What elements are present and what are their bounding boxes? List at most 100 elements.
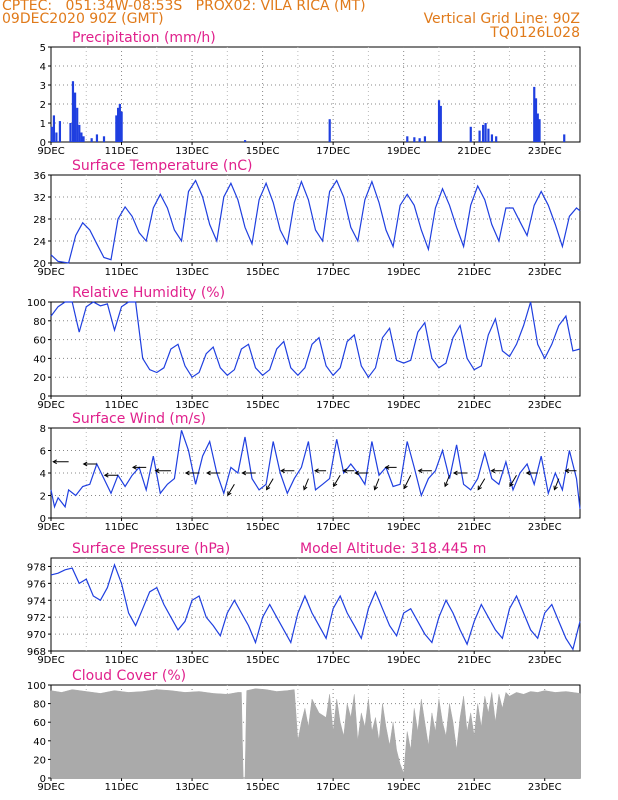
x-tick-label: 15DEC <box>246 522 280 533</box>
y-tick-label: 20 <box>33 373 46 384</box>
x-tick-label: 21DEC <box>457 655 491 666</box>
x-tick-label: 21DEC <box>457 267 491 278</box>
x-tick-label: 21DEC <box>457 146 491 157</box>
precip-bar <box>423 136 427 142</box>
x-tick-label: 23DEC <box>528 146 562 157</box>
x-tick-label: 13DEC <box>175 267 209 278</box>
y-tick-label: 4 <box>40 469 46 480</box>
x-tick-label: 19DEC <box>387 146 421 157</box>
y-tick-label: 60 <box>33 718 46 729</box>
x-tick-label: 19DEC <box>387 782 421 793</box>
panel-title: Cloud Cover (%) <box>72 668 186 684</box>
wind-arrow-head <box>417 468 423 474</box>
series-line <box>50 430 581 510</box>
y-tick-label: 40 <box>33 354 46 365</box>
precip-bar <box>406 136 409 142</box>
precip-bar <box>495 136 498 142</box>
wind-arrow-head <box>444 482 449 488</box>
x-tick-label: 9DEC <box>37 146 64 157</box>
panel-title: Relative Humidity (%) <box>72 285 225 301</box>
x-tick-label: 9DEC <box>37 267 64 278</box>
wind-arrow-head <box>354 470 359 476</box>
wind-arrow-shaft <box>266 478 274 490</box>
wind-arrow-head <box>206 470 211 476</box>
wind-arrow-head <box>490 468 496 474</box>
precip-bar <box>50 126 53 142</box>
x-tick-label: 9DEC <box>37 782 64 793</box>
series-line <box>50 301 581 379</box>
x-tick-label: 19DEC <box>387 522 421 533</box>
precip-bar <box>78 124 81 142</box>
x-tick-label: 13DEC <box>175 146 209 157</box>
y-tick-label: 972 <box>27 613 46 624</box>
x-tick-label: 19DEC <box>387 400 421 411</box>
precip-bar <box>484 123 487 142</box>
y-tick-label: 80 <box>33 700 46 711</box>
precip-bar <box>52 115 56 142</box>
wind-arrow-head <box>184 470 190 476</box>
precip-bar <box>95 134 99 142</box>
x-tick-label: 17DEC <box>316 400 350 411</box>
wind-arrow-head <box>131 465 137 470</box>
x-tick-label: 11DEC <box>105 400 139 411</box>
x-tick-label: 23DEC <box>528 400 562 411</box>
precip-bar <box>328 119 331 142</box>
precip-bar <box>117 107 120 142</box>
x-tick-label: 23DEC <box>528 522 562 533</box>
x-tick-label: 11DEC <box>105 655 139 666</box>
y-tick-label: 0 <box>40 514 46 525</box>
x-tick-label: 17DEC <box>316 522 350 533</box>
y-tick-label: 0 <box>40 138 46 149</box>
x-tick-label: 23DEC <box>528 655 562 666</box>
y-tick-label: 100 <box>27 681 46 692</box>
x-tick-label: 21DEC <box>457 400 491 411</box>
precip-bar <box>482 124 485 142</box>
x-tick-label: 21DEC <box>457 522 491 533</box>
x-tick-label: 9DEC <box>37 400 64 411</box>
header-line1: CPTEC: 051:34W-08:53S PROX02: VILA RICA … <box>2 0 366 14</box>
x-tick-label: 19DEC <box>387 655 421 666</box>
panel-annotation: Model Altitude: 318.445 m <box>300 541 486 557</box>
precip-bar <box>120 111 123 142</box>
y-tick-label: 4 <box>40 62 46 73</box>
precip-bar <box>487 128 490 142</box>
wind-arrow-head <box>525 470 531 476</box>
precip-bar <box>76 107 79 142</box>
x-tick-label: 19DEC <box>387 267 421 278</box>
wind-arrow-head <box>154 468 160 474</box>
x-tick-label: 13DEC <box>175 522 209 533</box>
precip-bar <box>469 126 472 142</box>
y-tick-label: 968 <box>27 647 46 658</box>
precip-bar <box>437 100 441 142</box>
y-tick-label: 6 <box>40 447 46 458</box>
y-tick-label: 5 <box>40 43 46 54</box>
wind-arrow-shaft <box>477 478 486 490</box>
y-tick-label: 40 <box>33 737 46 748</box>
x-tick-label: 11DEC <box>105 782 139 793</box>
y-tick-label: 1 <box>40 119 46 130</box>
x-tick-label: 11DEC <box>105 146 139 157</box>
panel-frame <box>50 46 581 143</box>
wind-arrow-head <box>477 485 482 491</box>
precip-bar <box>536 113 539 142</box>
series-line <box>50 562 581 651</box>
precip-bar <box>55 132 58 142</box>
x-tick-label: 23DEC <box>528 267 562 278</box>
precip-bar <box>538 119 541 142</box>
precip-bar <box>413 137 416 142</box>
wind-arrow-head <box>509 482 514 488</box>
precip-bar <box>102 136 106 142</box>
precip-bar <box>80 132 83 142</box>
wind-arrow-head <box>403 484 408 490</box>
y-tick-label: 60 <box>33 336 46 347</box>
precip-bar <box>69 123 72 142</box>
wind-arrow-head <box>280 468 285 474</box>
panel-title: Precipitation (mm/h) <box>72 30 216 46</box>
y-tick-label: 80 <box>33 317 46 328</box>
y-tick-label: 978 <box>27 562 46 573</box>
x-tick-label: 21DEC <box>457 782 491 793</box>
wind-arrow-shaft <box>374 478 380 490</box>
wind-arrow-head <box>314 468 319 474</box>
wind-arrow-head <box>373 485 378 491</box>
y-tick-label: 976 <box>27 579 46 590</box>
